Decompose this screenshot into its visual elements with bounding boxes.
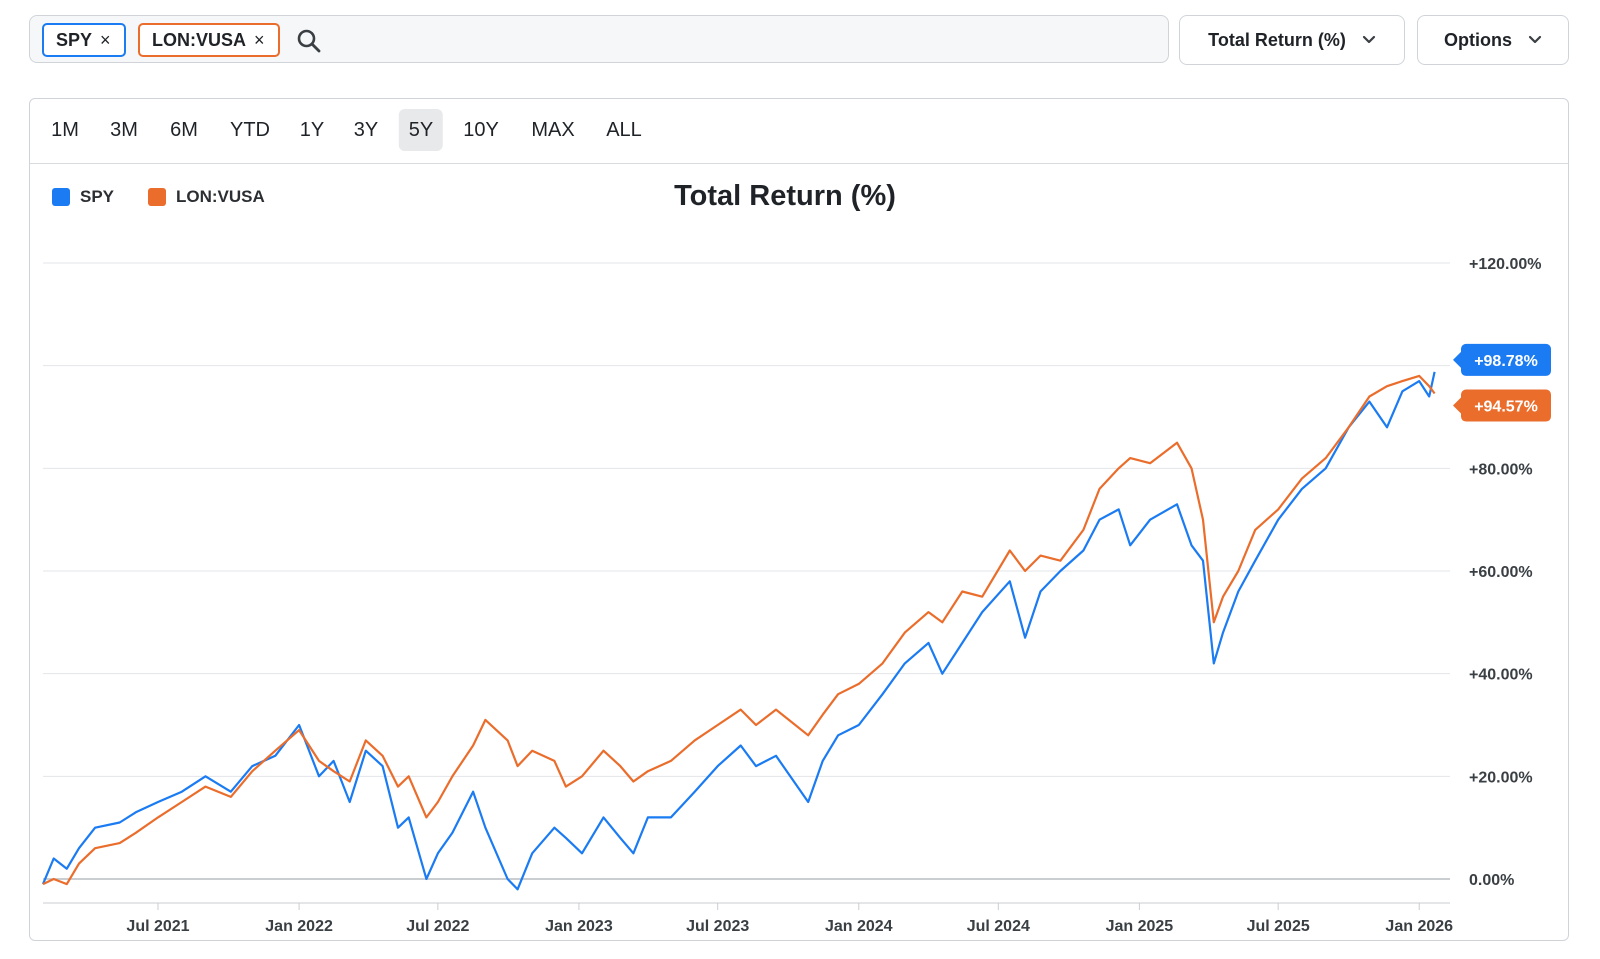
x-tick-label: Jul 2022 bbox=[406, 918, 469, 935]
x-tick-label: Jul 2024 bbox=[967, 918, 1030, 935]
legend-item-vusa[interactable]: LON:VUSA bbox=[148, 187, 265, 207]
legend-item-spy[interactable]: SPY bbox=[52, 187, 114, 207]
x-tick-label: Jan 2025 bbox=[1106, 918, 1174, 935]
range-button-all[interactable]: ALL bbox=[606, 119, 642, 141]
y-tick-label: +120.00% bbox=[1469, 256, 1542, 273]
series-line-spy bbox=[41, 371, 1436, 891]
y-tick-label: +80.00% bbox=[1469, 461, 1533, 478]
value-tag-pointer bbox=[1453, 397, 1461, 414]
chart-panel: 1M 3M 6M YTD 1Y 3Y 5Y 10Y MAX ALL bbox=[29, 98, 1569, 941]
y-tick-label: 0.00% bbox=[1469, 872, 1514, 889]
legend-swatch bbox=[148, 188, 166, 206]
x-tick-label: Jul 2021 bbox=[126, 918, 189, 935]
series-line-vusa bbox=[42, 374, 1436, 886]
legend-label: LON:VUSA bbox=[176, 187, 265, 206]
range-button-6m[interactable]: 6M bbox=[170, 119, 198, 141]
time-range-selector: 1M 3M 6M YTD 1Y 3Y 5Y 10Y MAX ALL bbox=[30, 99, 1568, 164]
y-tick-label: +20.00% bbox=[1469, 769, 1533, 786]
value-tag bbox=[1461, 389, 1551, 422]
y-tick-label: +60.00% bbox=[1469, 564, 1533, 581]
options-dropdown[interactable]: Options bbox=[1417, 15, 1569, 65]
ticker-chip-vusa[interactable]: LON:VUSA × bbox=[138, 23, 280, 57]
x-tick-label: Jan 2023 bbox=[545, 918, 613, 935]
range-button-ytd[interactable]: YTD bbox=[230, 119, 270, 141]
toolbar: SPY × LON:VUSA × Total Return (%) Option… bbox=[29, 15, 1569, 65]
metric-dropdown-label: Total Return (%) bbox=[1208, 29, 1346, 50]
range-button-5y[interactable]: 5Y bbox=[398, 109, 444, 151]
range-button-3y[interactable]: 3Y bbox=[353, 119, 379, 141]
value-tag-pointer bbox=[1453, 351, 1461, 368]
x-tick-label: Jul 2025 bbox=[1247, 918, 1310, 935]
ticker-search-box[interactable]: SPY × LON:VUSA × bbox=[29, 15, 1169, 63]
range-button-max[interactable]: MAX bbox=[531, 119, 575, 141]
range-button-1y[interactable]: 1Y bbox=[299, 119, 325, 141]
range-button-1m[interactable]: 1M bbox=[51, 119, 79, 141]
x-tick-label: Jul 2023 bbox=[686, 918, 749, 935]
options-dropdown-label: Options bbox=[1444, 29, 1512, 50]
chart-title: Total Return (%) bbox=[674, 180, 896, 212]
remove-chip-icon[interactable]: × bbox=[254, 29, 265, 50]
legend-swatch bbox=[52, 188, 70, 206]
chevron-down-icon bbox=[1528, 35, 1542, 44]
ticker-chip-label: LON:VUSA bbox=[152, 29, 246, 50]
legend-label: SPY bbox=[80, 187, 115, 206]
range-button-3m[interactable]: 3M bbox=[110, 119, 138, 141]
metric-dropdown[interactable]: Total Return (%) bbox=[1179, 15, 1405, 65]
search-icon[interactable] bbox=[296, 28, 322, 54]
ticker-chip-label: SPY bbox=[56, 29, 93, 50]
y-tick-label: +40.00% bbox=[1469, 667, 1533, 684]
x-tick-label: Jan 2024 bbox=[825, 918, 893, 935]
value-tag-label: +98.78% bbox=[1474, 353, 1538, 370]
remove-chip-icon[interactable]: × bbox=[100, 29, 111, 50]
chevron-down-icon bbox=[1362, 35, 1375, 44]
value-tag-label: +94.57% bbox=[1474, 399, 1538, 416]
range-button-10y[interactable]: 10Y bbox=[463, 119, 499, 141]
x-tick-label: Jan 2022 bbox=[265, 918, 333, 935]
value-tag bbox=[1461, 343, 1551, 376]
x-tick-label: Jan 2026 bbox=[1385, 918, 1453, 935]
ticker-chip-spy[interactable]: SPY × bbox=[42, 23, 126, 57]
